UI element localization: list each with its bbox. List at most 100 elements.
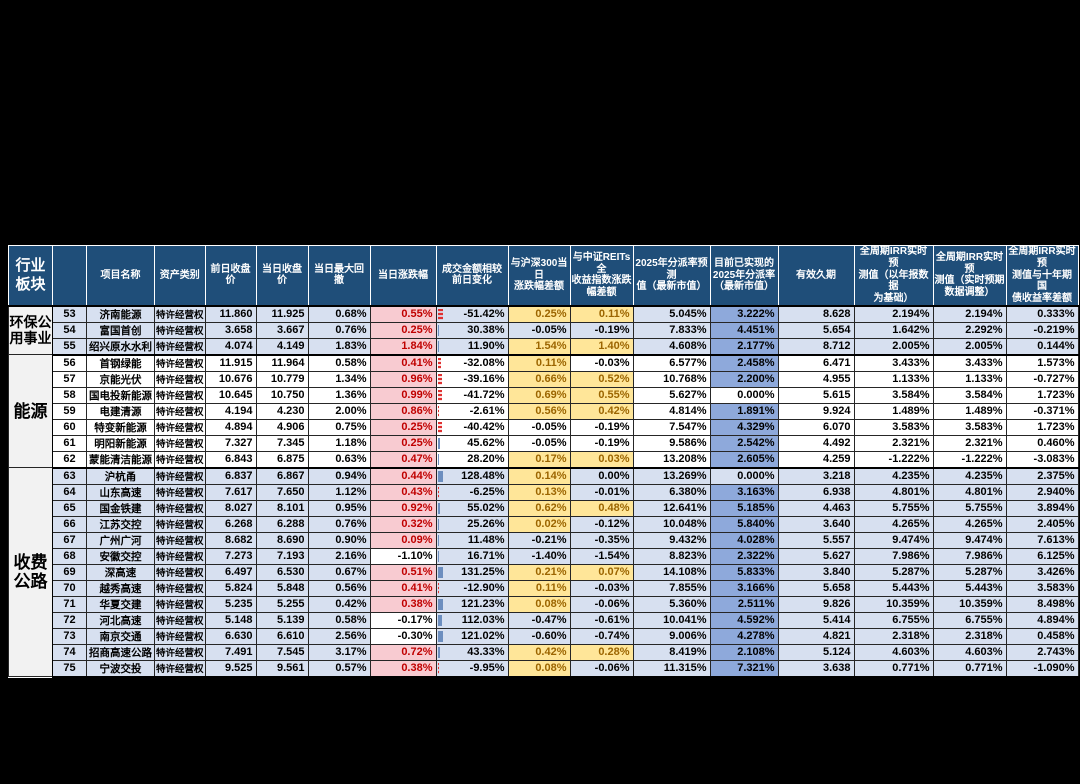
cell-irr_annual[interactable]: 5.755%	[853, 499, 934, 517]
cell-volume_change[interactable]: 30.38%	[435, 321, 509, 339]
cell-name[interactable]: 河北高速	[86, 611, 155, 629]
cell-duration[interactable]: 5.627	[777, 547, 855, 565]
cell-max_drawdown[interactable]: 2.16%	[307, 547, 371, 565]
cell-irr_adjusted[interactable]: 1.489%	[932, 402, 1007, 420]
cell-change[interactable]: 0.96%	[369, 370, 437, 388]
cell-vs_hs300[interactable]: -0.05%	[507, 434, 571, 452]
cell-irr_adjusted[interactable]: 4.265%	[932, 515, 1007, 533]
column-header-vs_hs300[interactable]: 与沪深300当日 涨跌幅差额	[507, 244, 571, 307]
cell-vs_csi_reits[interactable]: -0.19%	[569, 434, 634, 452]
cell-asset[interactable]: 特许经营权	[154, 627, 206, 645]
cell-change[interactable]: 0.25%	[369, 418, 437, 436]
cell-prev_close[interactable]: 10.676	[204, 370, 257, 388]
cell-vs_csi_reits[interactable]: -0.19%	[569, 418, 634, 436]
cell-max_drawdown[interactable]: 0.76%	[307, 515, 371, 533]
cell-change[interactable]: -0.17%	[369, 611, 437, 629]
cell-dist_forecast[interactable]: 12.641%	[632, 499, 711, 517]
cell-vs_csi_reits[interactable]: -1.54%	[569, 547, 634, 565]
cell-prev_close[interactable]: 6.837	[204, 467, 257, 485]
cell-name[interactable]: 安徽交控	[86, 547, 155, 565]
cell-close[interactable]: 7.650	[255, 483, 309, 501]
cell-close[interactable]: 8.690	[255, 531, 309, 549]
cell-vs_hs300[interactable]: 1.54%	[507, 337, 571, 356]
cell-max_drawdown[interactable]: 0.75%	[307, 418, 371, 436]
column-header-asset[interactable]: 资产类别	[154, 244, 206, 307]
cell-prev_close[interactable]: 10.645	[204, 386, 257, 404]
cell-dist_realized[interactable]: 3.166%	[709, 579, 779, 597]
column-header-duration[interactable]: 有效久期	[777, 244, 855, 307]
cell-max_drawdown[interactable]: 1.83%	[307, 337, 371, 356]
cell-change[interactable]: 0.92%	[369, 499, 437, 517]
cell-asset[interactable]: 特许经营权	[154, 402, 206, 420]
cell-irr_vs_bond[interactable]: 3.583%	[1005, 579, 1079, 597]
cell-dist_forecast[interactable]: 9.006%	[632, 627, 711, 645]
sector-group-cell[interactable]: 环保公 用事业	[8, 305, 53, 356]
cell-vs_csi_reits[interactable]: -0.61%	[569, 611, 634, 629]
cell-irr_vs_bond[interactable]: 1.573%	[1005, 354, 1079, 372]
cell-duration[interactable]: 3.218	[777, 467, 855, 485]
cell-irr_adjusted[interactable]: 2.321%	[932, 434, 1007, 452]
cell-max_drawdown[interactable]: 0.67%	[307, 563, 371, 581]
cell-num[interactable]: 60	[52, 418, 87, 436]
cell-volume_change[interactable]: 121.23%	[435, 595, 509, 613]
cell-irr_vs_bond[interactable]: 2.743%	[1005, 643, 1079, 661]
cell-name[interactable]: 国金铁建	[86, 499, 155, 517]
cell-irr_vs_bond[interactable]: 0.333%	[1005, 305, 1079, 323]
cell-dist_forecast[interactable]: 7.547%	[632, 418, 711, 436]
cell-vs_hs300[interactable]: 0.66%	[507, 370, 571, 388]
cell-max_drawdown[interactable]: 2.00%	[307, 402, 371, 420]
cell-prev_close[interactable]: 7.617	[204, 483, 257, 501]
cell-dist_forecast[interactable]: 5.627%	[632, 386, 711, 404]
cell-dist_forecast[interactable]: 10.041%	[632, 611, 711, 629]
cell-num[interactable]: 57	[52, 370, 87, 388]
cell-prev_close[interactable]: 11.915	[204, 354, 257, 372]
cell-asset[interactable]: 特许经营权	[154, 643, 206, 661]
cell-asset[interactable]: 特许经营权	[154, 354, 206, 372]
cell-vs_hs300[interactable]: 0.02%	[507, 515, 571, 533]
cell-max_drawdown[interactable]: 3.17%	[307, 643, 371, 661]
column-header-dist_realized[interactable]: 目前已实现的 2025年分派率 （最新市值）	[709, 244, 779, 307]
cell-close[interactable]: 5.848	[255, 579, 309, 597]
cell-dist_realized[interactable]: 0.000%	[709, 467, 779, 485]
cell-change[interactable]: -1.10%	[369, 547, 437, 565]
cell-irr_annual[interactable]: 1.642%	[853, 321, 934, 339]
cell-name[interactable]: 深高速	[86, 563, 155, 581]
cell-change[interactable]: 0.41%	[369, 354, 437, 372]
cell-irr_annual[interactable]: 5.287%	[853, 563, 934, 581]
cell-duration[interactable]: 4.259	[777, 450, 855, 469]
cell-duration[interactable]: 5.654	[777, 321, 855, 339]
cell-num[interactable]: 65	[52, 499, 87, 517]
cell-num[interactable]: 72	[52, 611, 87, 629]
cell-irr_annual[interactable]: 2.318%	[853, 627, 934, 645]
cell-asset[interactable]: 特许经营权	[154, 595, 206, 613]
cell-prev_close[interactable]: 6.630	[204, 627, 257, 645]
cell-dist_realized[interactable]: 1.891%	[709, 402, 779, 420]
cell-irr_vs_bond[interactable]: 7.613%	[1005, 531, 1079, 549]
cell-change[interactable]: 0.99%	[369, 386, 437, 404]
cell-asset[interactable]: 特许经营权	[154, 305, 206, 323]
cell-close[interactable]: 6.867	[255, 467, 309, 485]
cell-num[interactable]: 54	[52, 321, 87, 339]
cell-vs_csi_reits[interactable]: -0.19%	[569, 321, 634, 339]
cell-name[interactable]: 首钢绿能	[86, 354, 155, 372]
cell-max_drawdown[interactable]: 1.36%	[307, 386, 371, 404]
cell-dist_realized[interactable]: 2.605%	[709, 450, 779, 469]
cell-vs_hs300[interactable]: 0.14%	[507, 467, 571, 485]
cell-vs_hs300[interactable]: 0.11%	[507, 354, 571, 372]
cell-irr_annual[interactable]: 9.474%	[853, 531, 934, 549]
cell-change[interactable]: 0.86%	[369, 402, 437, 420]
cell-close[interactable]: 10.779	[255, 370, 309, 388]
cell-close[interactable]: 7.345	[255, 434, 309, 452]
cell-volume_change[interactable]: 55.02%	[435, 499, 509, 517]
cell-prev_close[interactable]: 11.860	[204, 305, 257, 323]
cell-volume_change[interactable]: 128.48%	[435, 467, 509, 485]
cell-change[interactable]: 0.47%	[369, 450, 437, 469]
cell-asset[interactable]: 特许经营权	[154, 563, 206, 581]
cell-dist_realized[interactable]: 2.108%	[709, 643, 779, 661]
cell-dist_forecast[interactable]: 8.823%	[632, 547, 711, 565]
column-header-name[interactable]: 项目名称	[86, 244, 155, 307]
cell-volume_change[interactable]: 11.48%	[435, 531, 509, 549]
cell-irr_adjusted[interactable]: 4.801%	[932, 483, 1007, 501]
cell-irr_adjusted[interactable]: 0.771%	[932, 659, 1007, 678]
cell-prev_close[interactable]: 7.327	[204, 434, 257, 452]
